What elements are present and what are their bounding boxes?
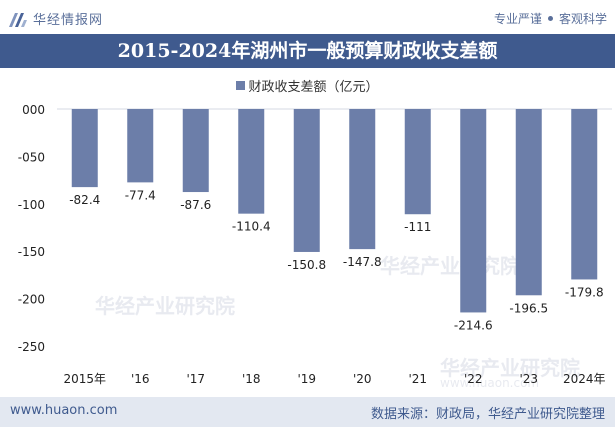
x-tick-label: '20 [353, 372, 372, 386]
x-tick-label: '17 [186, 372, 205, 386]
data-label: -82.4 [69, 193, 100, 207]
data-label: -77.4 [125, 188, 156, 202]
bar [71, 109, 98, 188]
watermark-text-1: 华经产业研究院 [95, 294, 235, 318]
y-tick-label: -200 [18, 293, 45, 307]
data-label: -196.5 [509, 301, 548, 315]
data-label: -150.8 [287, 258, 326, 272]
x-tick-label: '19 [297, 372, 316, 386]
footer-url-link[interactable]: www.huaon.com [10, 403, 118, 418]
x-tick-label: '23 [519, 372, 538, 386]
x-tick-label: '22 [464, 372, 483, 386]
data-label: -87.6 [180, 198, 211, 212]
bar [404, 109, 431, 215]
top-header: 华经情报网 专业严谨 客观科学 [0, 0, 615, 34]
bar [127, 109, 154, 183]
footer: www.huaon.com 数据来源：财政局，华经产业研究院整理 [0, 397, 615, 427]
bar [460, 109, 487, 313]
data-label: -110.4 [232, 220, 271, 234]
bar [571, 109, 598, 280]
bar [515, 109, 542, 296]
bar [182, 109, 209, 193]
chart-legend: 财政收支差额（亿元） [0, 76, 615, 95]
y-tick-label: 000 [22, 103, 45, 117]
brand-logo[interactable]: 华经情报网 [9, 9, 103, 28]
x-tick-label: 2015年 [63, 372, 106, 386]
legend-swatch [236, 80, 246, 90]
y-tick-label: -100 [18, 198, 45, 212]
bar [238, 109, 265, 214]
y-tick-label: -050 [18, 150, 45, 164]
data-source: 数据来源：财政局，华经产业研究院整理 [370, 407, 605, 422]
tagline-item-1: 专业严谨 [493, 12, 542, 26]
watermark-text-3: 华经产业研究院 [440, 356, 580, 380]
data-label: -147.8 [343, 255, 382, 269]
y-tick-label: -150 [18, 245, 45, 259]
watermark-text-2: 华经产业研究院 [380, 254, 520, 278]
tagline-dot-icon [547, 16, 553, 21]
bar [349, 109, 376, 250]
legend-label: 财政收支差额（亿元） [248, 79, 379, 95]
brand-logo-icon [9, 12, 27, 27]
watermark-url: www.huaon.com [440, 376, 540, 390]
x-tick-label: '21 [408, 372, 427, 386]
tagline-item-2: 客观科学 [558, 12, 607, 26]
x-tick-label: '18 [242, 372, 261, 386]
tagline: 专业严谨 客观科学 [494, 10, 607, 27]
x-tick-label: 2024年 [563, 372, 606, 386]
data-label: -111 [404, 220, 431, 234]
brand-name: 华经情报网 [33, 13, 104, 28]
data-label: -179.8 [565, 285, 604, 299]
bar [293, 109, 320, 252]
y-tick-label: -250 [18, 340, 45, 354]
chart-title: 2015-2024年湖州市一般预算财政收支差额 [0, 34, 615, 68]
x-tick-label: '16 [131, 372, 150, 386]
data-label: -214.6 [454, 318, 493, 332]
